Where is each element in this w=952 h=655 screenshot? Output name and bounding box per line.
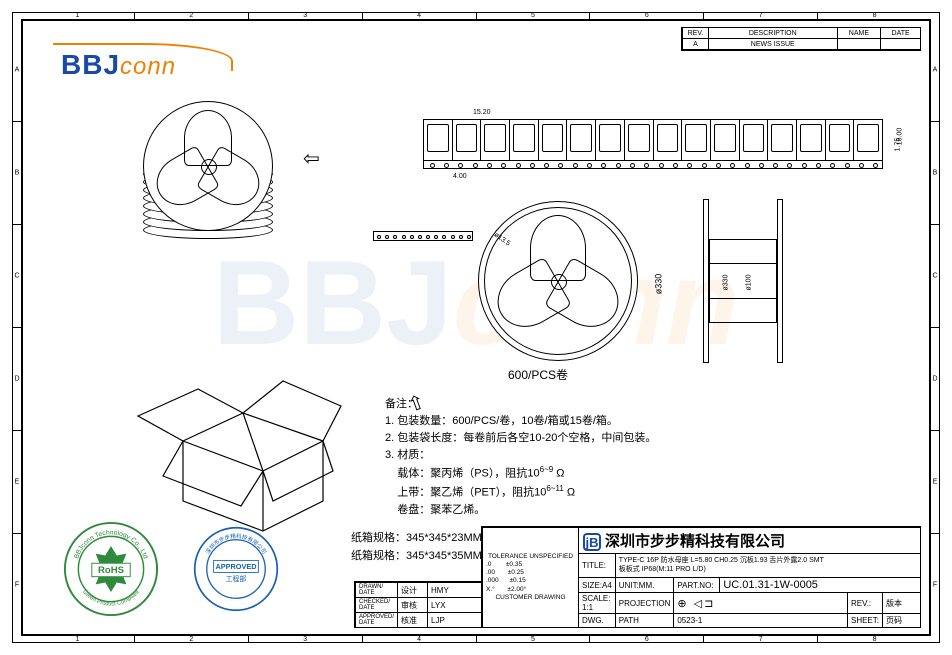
notes-line: 3. 材质： (385, 447, 656, 464)
reel-stack-drawing (143, 101, 273, 251)
reel-front-drawing (478, 201, 638, 361)
ruler-col: 1 (75, 636, 79, 643)
dim-reel-od: ø330 (653, 274, 663, 295)
rohs-stamp: BBJconn Technology Co., Ltd Green Produc… (63, 521, 159, 617)
inner-frame: REV. DESCRIPTION NAME DATE A NEWS ISSUE (21, 19, 931, 636)
notes-line: 载体：聚丙烯（PS），阻抗106~9 Ω (385, 464, 656, 483)
ruler-row: D (14, 376, 19, 383)
svg-text:工程部: 工程部 (226, 574, 247, 583)
ruler-col: 3 (303, 636, 307, 643)
company-name: jB深圳市步步精科技有限公司 (579, 527, 921, 553)
title-block: TOLERANCE UNSPECIFIED .0 ±0.35 .00 ±0.25… (481, 526, 921, 628)
dim-side-hub: ø100 (745, 275, 752, 291)
logo-bbj: BBJ (61, 49, 120, 80)
ruler-col: 1 (75, 12, 79, 19)
rev-cell: NEWS ISSUE (708, 39, 837, 50)
rev-cell (837, 39, 881, 50)
dwg-label: DWG. (579, 614, 616, 628)
ruler-col: 7 (759, 636, 763, 643)
rev-hdr: NAME (837, 28, 881, 39)
notes-line: 上带：聚乙烯（PET），阻抗106~11 Ω (385, 483, 656, 502)
logo-conn: conn (120, 53, 176, 80)
ruler-left: A B C D E F (13, 19, 21, 636)
ruler-row: D (932, 376, 937, 383)
company-logo-icon: jB (583, 533, 601, 551)
ruler-col: 3 (303, 12, 307, 19)
svg-text:APPROVED: APPROVED (216, 562, 257, 571)
company-logo: BBJconn (61, 49, 176, 81)
ruler-row: B (933, 170, 938, 177)
rev-hdr: DATE (881, 28, 921, 39)
scale-cell: SCALE: 1:1 (579, 593, 616, 614)
ruler-col: 6 (645, 636, 649, 643)
approved-stamp: 深圳市步步精科技有限公司 APPROVED 工程部 (193, 526, 279, 612)
carton-box-drawing (123, 321, 343, 541)
rev-value: 版本 (883, 593, 921, 614)
ruler-row: C (932, 273, 937, 280)
rev-cell (881, 39, 921, 50)
reel-side-drawing (703, 199, 783, 363)
tape-sprocket-holes (423, 161, 883, 169)
ruler-row: C (14, 273, 19, 280)
ruler-col: 6 (645, 12, 649, 19)
partno-value: UC.01.31-1W-0005 (720, 578, 921, 593)
notes-line: 卷盘：聚苯乙烯。 (385, 502, 656, 519)
notes-line: 1. 包装数量：600/PCS/卷，10卷/箱或15卷/箱。 (385, 413, 656, 430)
ruler-col: 5 (531, 12, 535, 19)
ruler-col: 2 (189, 636, 193, 643)
proj-label: PROJECTION (615, 593, 674, 614)
path-label: PATH (615, 614, 674, 628)
ruler-bottom: 1 2 3 4 5 6 7 8 (21, 636, 931, 642)
ruler-col: 8 (873, 12, 877, 19)
dim-side-od: ø330 (722, 275, 729, 291)
title-label: TITLE: (579, 554, 616, 578)
ruler-col: 8 (873, 636, 877, 643)
rev-label: REV.: (847, 593, 882, 614)
rev-hdr: REV. (683, 28, 709, 39)
ruler-row: A (15, 67, 20, 74)
signature-block: DRAWN/DATE 设计 HMY CHECKED/DATE 审核 LYX AP… (354, 581, 482, 628)
reel-qty-label: 600/PCS卷 (508, 366, 568, 383)
carton-spec: 纸箱规格：345*345*35MM (351, 547, 482, 563)
dim-pocket-w: 4.00 (453, 173, 467, 180)
dim-pocket-h: 1.75 (894, 138, 901, 152)
tolerance-block: TOLERANCE UNSPECIFIED .0 ±0.35 .00 ±0.25… (483, 527, 579, 627)
sheet-value: 页码 (883, 614, 921, 628)
ruler-row: A (933, 67, 938, 74)
revision-block: REV. DESCRIPTION NAME DATE A NEWS ISSUE (681, 27, 921, 51)
arrow-icon: ⇦ (303, 146, 320, 171)
rev-hdr: DESCRIPTION (708, 28, 837, 39)
notes-block: 备注： 1. 包装数量：600/PCS/卷，10卷/箱或15卷/箱。 2. 包装… (385, 396, 656, 519)
notes-line: 2. 包装袋长度：每卷前后各空10-20个空格，中间包装。 (385, 430, 656, 447)
dim-pitch: 15.20 (473, 109, 491, 116)
projection-symbol: ⊕ ◁⊐ (674, 593, 848, 614)
ruler-col: 4 (417, 12, 421, 19)
ruler-col: 7 (759, 12, 763, 19)
ruler-col: 4 (417, 636, 421, 643)
carrier-tape-drawing (423, 119, 883, 161)
carton-spec: 纸箱规格：345*345*23MM (351, 529, 482, 545)
notes-title: 备注： (385, 396, 656, 413)
outer-frame: 1 2 3 4 5 6 7 8 1 2 3 4 5 6 7 8 A B C D … (12, 12, 940, 643)
ruler-row: E (15, 479, 20, 486)
unit-cell: UNIT:MM. (615, 578, 674, 593)
tape-strip-drawing (373, 231, 473, 241)
path-value: 0523-1 (674, 614, 848, 628)
size-cell: SIZE:A4 (579, 578, 616, 593)
ruler-row: F (15, 582, 19, 589)
ruler-col: 5 (531, 636, 535, 643)
ruler-row: E (933, 479, 938, 486)
part-title: TYPE-C 16P 防水母座 L=5.80 CH0.25 沉板1.93 舌片外… (615, 554, 920, 578)
ruler-col: 2 (189, 12, 193, 19)
svg-text:RoHS: RoHS (98, 565, 125, 576)
rev-cell: A (683, 39, 709, 50)
sheet-label: SHEET: (847, 614, 882, 628)
drawing-page: 1 2 3 4 5 6 7 8 1 2 3 4 5 6 7 8 A B C D … (0, 0, 952, 655)
partno-label: PART.NO: (674, 578, 720, 593)
ruler-right: A B C D E F (931, 19, 939, 636)
ruler-row: B (15, 170, 20, 177)
ruler-row: F (933, 582, 937, 589)
